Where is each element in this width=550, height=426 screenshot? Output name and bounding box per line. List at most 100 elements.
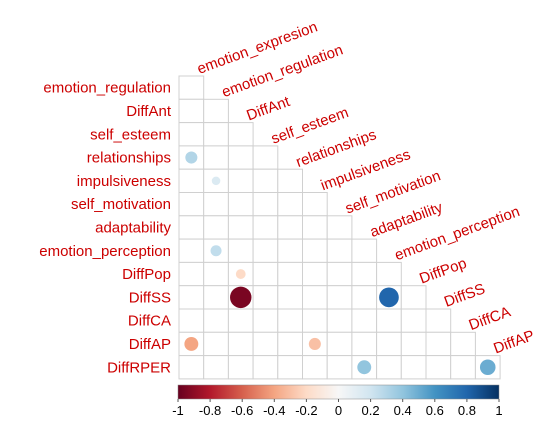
grid-cell xyxy=(302,355,328,380)
grid-cell xyxy=(425,355,452,380)
row-label: DiffAP xyxy=(129,336,171,353)
grid-cell xyxy=(203,98,229,124)
grid-cell xyxy=(178,215,205,240)
grid-cell xyxy=(376,355,402,380)
column-label: DiffAnt xyxy=(244,93,293,125)
grid-cell xyxy=(227,215,254,240)
grid-cell xyxy=(227,238,254,263)
grid-cell xyxy=(326,238,353,263)
grid-cell xyxy=(302,308,328,333)
grid-cell xyxy=(227,308,254,333)
colorbar-tick-label: 0.6 xyxy=(426,403,444,418)
grid-cell xyxy=(277,285,303,310)
row-label: impulsiveness xyxy=(77,173,171,190)
grid-cell xyxy=(252,285,279,310)
grid-cell xyxy=(302,238,328,263)
grid-cell xyxy=(400,285,427,310)
grid-cell xyxy=(203,122,229,147)
grid-cell xyxy=(277,192,303,217)
grid-cell xyxy=(326,285,353,310)
grid-cell xyxy=(178,355,205,380)
grid-cell xyxy=(326,331,353,357)
grid-cell xyxy=(302,192,328,217)
grid-cell xyxy=(203,261,229,287)
grid-cell xyxy=(302,215,328,240)
correlation-dot xyxy=(184,336,199,351)
grid-cell xyxy=(227,145,254,170)
grid-cell xyxy=(178,75,205,100)
column-label: DiffPop xyxy=(417,255,469,288)
grid-cell xyxy=(178,192,205,217)
grid-cell xyxy=(277,308,303,333)
grid-cell xyxy=(252,215,279,240)
grid-cell xyxy=(178,261,205,287)
colorbar-tick-label: -1 xyxy=(172,403,184,418)
colorbar-tick-label: -0.6 xyxy=(231,403,253,418)
row-label: emotion_perception xyxy=(39,243,171,260)
grid-cell xyxy=(203,285,229,310)
grid-cell xyxy=(203,145,229,170)
grid-cell xyxy=(252,331,279,357)
grid-cell xyxy=(376,331,402,357)
correlation-dot xyxy=(379,287,399,308)
grid-cell xyxy=(252,192,279,217)
grid-cell xyxy=(351,285,378,310)
column-label: DiffSS xyxy=(442,280,488,310)
row-label: emotion_regulation xyxy=(43,80,171,97)
grid-cell xyxy=(376,261,402,287)
grid-cell xyxy=(351,331,378,357)
column-label: DiffAP xyxy=(491,327,537,357)
correlation-dot xyxy=(210,245,222,257)
grid-cell xyxy=(227,355,254,380)
row-label: adaptability xyxy=(95,219,171,236)
row-label: DiffAnt xyxy=(126,103,172,120)
grid-cell xyxy=(203,331,229,357)
grid-cell xyxy=(227,192,254,217)
grid-cell xyxy=(326,215,353,240)
grid-cell xyxy=(351,261,378,287)
grid-cell xyxy=(203,192,229,217)
grid-cell xyxy=(277,168,303,193)
grid-cell xyxy=(400,331,427,357)
grid-cell xyxy=(178,308,205,333)
grid-cell xyxy=(227,168,254,193)
row-label: self_esteem xyxy=(90,126,171,143)
correlation-dot xyxy=(308,337,321,350)
row-label: relationships xyxy=(87,150,171,167)
grid-cell xyxy=(252,308,279,333)
row-label: DiffPop xyxy=(122,266,171,283)
grid-cell xyxy=(351,238,378,263)
colorbar-tick-label: 0.2 xyxy=(362,403,380,418)
grid-cell xyxy=(252,355,279,380)
correlation-dot xyxy=(211,176,221,186)
grid-cell xyxy=(351,308,378,333)
colorbar-tick-label: -0.4 xyxy=(263,403,285,418)
grid-cell xyxy=(178,238,205,263)
correlation-dot xyxy=(235,269,246,279)
row-label: DiffRPER xyxy=(107,359,171,376)
grid-cell xyxy=(450,331,476,357)
grid-cell xyxy=(252,238,279,263)
grid-cell xyxy=(277,238,303,263)
grid-cell xyxy=(376,308,402,333)
grid-cell xyxy=(227,122,254,147)
grid-cell xyxy=(450,355,476,380)
correlation-dot xyxy=(230,286,252,309)
colorbar-tick-label: 1 xyxy=(495,403,502,418)
grid-cell xyxy=(178,122,205,147)
grid-cell xyxy=(425,331,452,357)
grid-cell xyxy=(400,308,427,333)
row-label: self_motivation xyxy=(71,196,171,213)
grid-cell xyxy=(277,355,303,380)
grid-cell xyxy=(302,261,328,287)
colorbar-tick-label: -0.2 xyxy=(295,403,317,418)
grid-cell xyxy=(277,215,303,240)
grid-cell xyxy=(203,215,229,240)
grid-cell xyxy=(203,308,229,333)
grid-cell xyxy=(425,308,452,333)
grid-cell xyxy=(203,355,229,380)
grid-cell xyxy=(178,168,205,193)
colorbar-tick-label: -0.8 xyxy=(199,403,221,418)
